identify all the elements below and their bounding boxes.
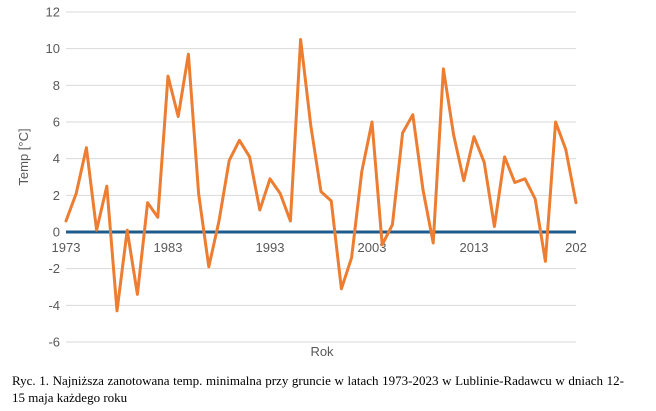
chart-container: 12 10 8 6 4 2 0 -2 -4 -6 1973 1983 1993 2003 2013 202 Ro… <box>16 5 587 360</box>
temperature-series-line <box>64 38 578 313</box>
y-tick-label: 8 <box>53 78 60 93</box>
x-tick-label: 1973 <box>52 240 81 255</box>
x-tick-label: 202 <box>565 240 587 255</box>
y-axis-title: Temp [°C] <box>16 128 31 185</box>
figure-caption: Ryc. 1. Najniższa zanotowana temp. minim… <box>12 373 624 405</box>
y-tick-label: -6 <box>48 335 60 350</box>
y-tick-label: 10 <box>46 41 60 56</box>
y-tick-label: 6 <box>53 115 60 130</box>
y-tick-label: -2 <box>48 261 60 276</box>
x-tick-label: 2013 <box>460 240 489 255</box>
x-tick-label: 1983 <box>154 240 183 255</box>
x-axis-title: Rok <box>310 344 334 359</box>
line-chart: 12 10 8 6 4 2 0 -2 -4 -6 1973 1983 1993 2003 2013 202 Ro… <box>16 5 587 360</box>
y-tick-label: -4 <box>48 298 60 313</box>
x-tick-label: 2003 <box>358 240 387 255</box>
y-tick-label: 2 <box>53 188 60 203</box>
y-tick-label: 4 <box>53 151 60 166</box>
y-tick-label: 12 <box>46 5 60 20</box>
x-tick-label: 1993 <box>256 240 285 255</box>
y-tick-label: 0 <box>53 225 60 240</box>
